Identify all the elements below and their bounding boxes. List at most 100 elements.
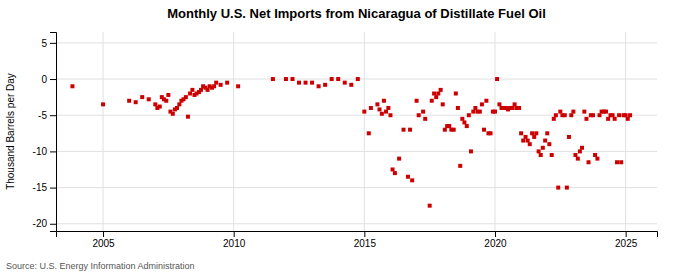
point xyxy=(619,160,623,164)
grid xyxy=(56,32,657,231)
point xyxy=(367,131,371,135)
tick-mark xyxy=(495,231,496,237)
point xyxy=(206,88,210,92)
point xyxy=(624,113,628,117)
point xyxy=(582,110,586,114)
tick: -10 xyxy=(33,146,56,157)
point xyxy=(349,83,353,87)
point xyxy=(545,131,549,135)
source: Source: U.S. Energy Information Administ… xyxy=(6,261,195,271)
point xyxy=(290,77,294,81)
tick-label: 2015 xyxy=(354,238,377,249)
tick: 2020 xyxy=(484,231,507,249)
point xyxy=(190,88,194,92)
grid-line-y xyxy=(56,223,657,224)
point xyxy=(591,113,595,117)
tick-mark xyxy=(50,188,56,189)
point xyxy=(410,178,414,182)
point xyxy=(212,84,216,88)
point xyxy=(484,99,488,103)
point xyxy=(134,100,138,104)
tick-mark xyxy=(50,151,56,152)
point xyxy=(482,128,486,132)
tick-mark xyxy=(50,115,56,116)
axis-line xyxy=(57,232,658,238)
point xyxy=(225,81,229,85)
point xyxy=(423,117,427,121)
point xyxy=(541,146,545,150)
point xyxy=(456,106,460,110)
point xyxy=(356,77,360,81)
tick-mark xyxy=(50,224,56,225)
tick: 0 xyxy=(41,74,56,85)
point xyxy=(478,110,482,114)
point xyxy=(598,113,602,117)
point xyxy=(519,131,523,135)
tick: 2025 xyxy=(615,231,638,249)
point xyxy=(460,117,464,121)
point xyxy=(158,105,162,109)
grid-line-x xyxy=(494,32,495,231)
point xyxy=(147,97,151,101)
title: Monthly U.S. Net Imports from Nicaragua … xyxy=(167,6,546,21)
tick: -15 xyxy=(33,182,56,193)
point xyxy=(537,149,541,153)
point xyxy=(70,84,74,88)
tick: -20 xyxy=(33,218,56,229)
point xyxy=(297,81,301,85)
point xyxy=(188,92,192,96)
point xyxy=(271,77,275,81)
point xyxy=(153,102,157,106)
point xyxy=(377,107,381,111)
point xyxy=(323,83,327,87)
point xyxy=(236,84,240,88)
point xyxy=(343,81,347,85)
point xyxy=(571,110,575,114)
grid-line-x xyxy=(625,32,626,231)
y-axis-title: Thousand Barrels per Day xyxy=(5,73,16,190)
tick-label: 0 xyxy=(41,74,47,85)
point xyxy=(408,128,412,132)
point xyxy=(386,106,390,110)
point xyxy=(417,113,421,117)
point xyxy=(587,160,591,164)
point xyxy=(534,131,538,135)
tick-label: -15 xyxy=(33,182,48,193)
point xyxy=(552,117,556,121)
grid-line-x xyxy=(233,32,234,231)
point xyxy=(517,106,521,110)
tick-label: 2020 xyxy=(484,238,507,249)
point xyxy=(441,102,445,106)
grid-line-y xyxy=(56,151,657,152)
point xyxy=(471,110,475,114)
tick-mark xyxy=(234,231,235,237)
point xyxy=(469,149,473,153)
point xyxy=(493,110,497,114)
tick-mark xyxy=(626,231,627,237)
point xyxy=(567,135,571,139)
grid-line-y xyxy=(56,115,657,116)
point xyxy=(421,110,425,114)
point xyxy=(462,120,466,124)
point xyxy=(528,142,532,146)
grid-line-x xyxy=(103,32,104,231)
point xyxy=(521,139,525,143)
point xyxy=(473,106,477,110)
point xyxy=(578,149,582,153)
point xyxy=(336,77,340,81)
point xyxy=(489,131,493,135)
tick: 2005 xyxy=(92,231,115,249)
point xyxy=(569,113,573,117)
point xyxy=(382,99,386,103)
point xyxy=(465,124,469,128)
point xyxy=(402,128,406,132)
point xyxy=(384,110,388,114)
point xyxy=(543,139,547,143)
point xyxy=(140,95,144,99)
point xyxy=(595,157,599,161)
grid-line-x xyxy=(364,32,365,231)
point xyxy=(617,113,621,117)
point xyxy=(565,186,569,190)
point xyxy=(397,157,401,161)
plot-area xyxy=(70,77,632,208)
